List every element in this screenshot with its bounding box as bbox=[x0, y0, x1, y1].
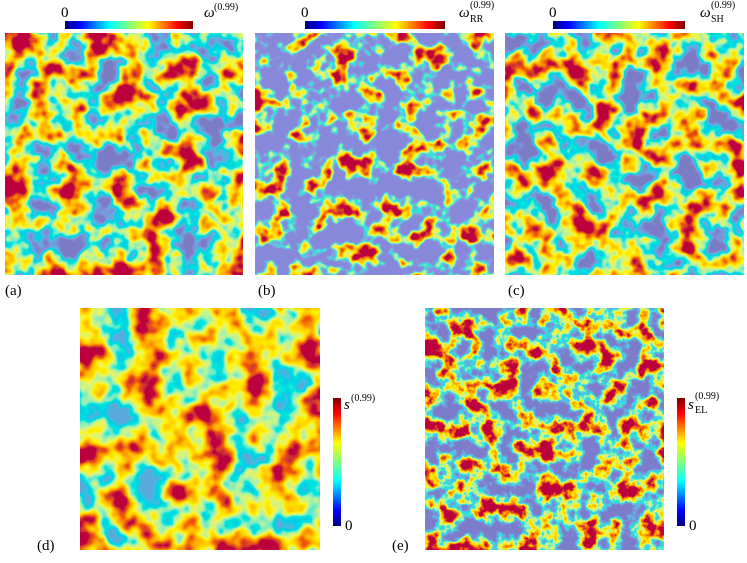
colorbar-min: 0 bbox=[301, 5, 309, 21]
colorbar-superscript: (0.99) bbox=[214, 2, 238, 13]
colorbar bbox=[333, 398, 341, 526]
colorbar-subscript: EL bbox=[695, 405, 707, 416]
colorbar-subscript: SH bbox=[711, 14, 724, 25]
colorbar-superscript: (0.99) bbox=[470, 0, 494, 11]
colorbar-superscript: (0.99) bbox=[695, 391, 719, 402]
colorbar-min: 0 bbox=[549, 5, 557, 21]
colorbar-symbol: ω bbox=[459, 5, 470, 21]
field-image bbox=[505, 33, 744, 275]
colorbar bbox=[65, 21, 193, 29]
colorbar-symbol: s bbox=[344, 397, 350, 413]
panel-label: (d) bbox=[37, 538, 55, 554]
field-image bbox=[425, 308, 664, 550]
colorbar-superscript: (0.99) bbox=[711, 0, 735, 11]
colorbar-subscript: RR bbox=[470, 14, 484, 25]
field-image bbox=[5, 33, 243, 275]
colorbar bbox=[305, 21, 445, 29]
colorbar-min: 0 bbox=[345, 518, 353, 534]
colorbar bbox=[553, 21, 685, 29]
colorbar-min: 0 bbox=[61, 5, 69, 21]
field-image bbox=[80, 308, 320, 550]
field-image bbox=[255, 33, 494, 275]
colorbar-symbol: ω bbox=[204, 5, 215, 21]
colorbar-symbol: s bbox=[688, 397, 694, 413]
panel-label: (a) bbox=[5, 283, 22, 299]
colorbar-symbol: ω bbox=[700, 5, 711, 21]
panel-label: (b) bbox=[258, 283, 276, 299]
colorbar bbox=[677, 398, 685, 526]
panel-label: (e) bbox=[392, 538, 409, 554]
colorbar-min: 0 bbox=[689, 518, 697, 534]
panel-label: (c) bbox=[508, 283, 525, 299]
colorbar-superscript: (0.99) bbox=[351, 393, 375, 404]
